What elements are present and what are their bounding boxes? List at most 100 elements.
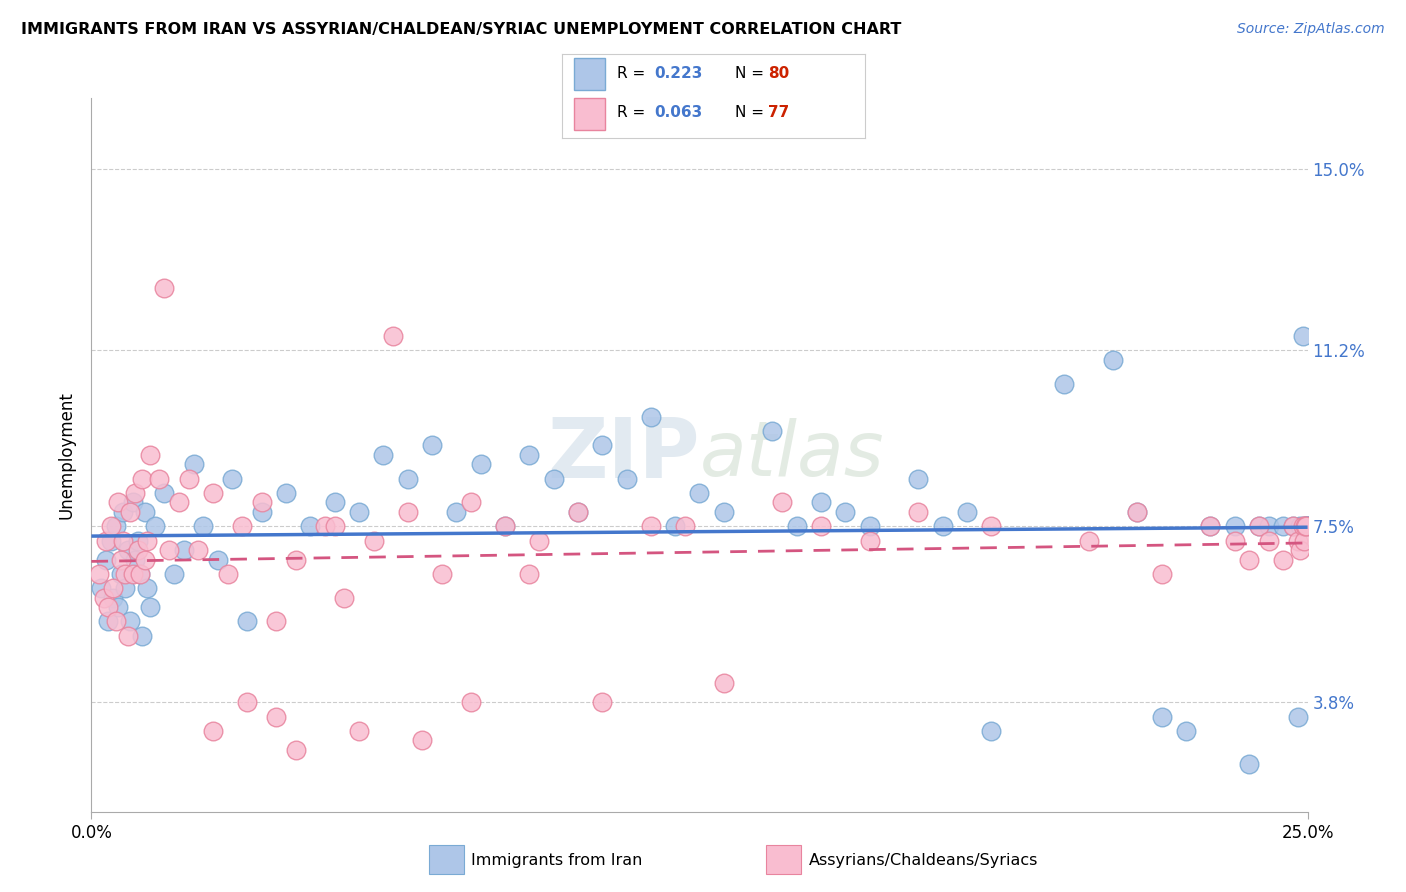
Point — [1150, 566, 1173, 581]
Point — [90, 581, 112, 595]
Point — [1292, 519, 1315, 533]
Point — [956, 505, 979, 519]
Point — [120, 505, 142, 519]
Point — [640, 519, 662, 533]
Point — [103, 581, 125, 595]
Point — [373, 448, 395, 462]
Point — [114, 566, 136, 581]
Point — [124, 552, 146, 566]
Point — [134, 552, 156, 566]
Point — [460, 495, 482, 509]
Point — [104, 615, 127, 629]
Point — [104, 519, 127, 533]
Point — [120, 615, 142, 629]
Point — [250, 495, 273, 509]
Point — [1199, 519, 1222, 533]
Point — [1286, 709, 1309, 723]
Point — [97, 615, 120, 629]
Point — [124, 486, 146, 500]
Point — [143, 519, 166, 533]
Point — [907, 505, 929, 519]
Point — [153, 486, 176, 500]
Text: Immigrants from Iran: Immigrants from Iran — [471, 854, 643, 868]
Point — [396, 505, 419, 519]
Point — [148, 472, 170, 486]
Point — [591, 438, 613, 452]
Point — [1257, 533, 1279, 548]
Text: ZIP: ZIP — [547, 415, 699, 495]
Point — [1296, 519, 1319, 533]
Point — [382, 329, 405, 343]
Point — [117, 543, 139, 558]
Point — [1237, 757, 1260, 772]
Point — [139, 448, 162, 462]
Point — [129, 566, 152, 581]
Point — [1289, 519, 1312, 533]
Point — [107, 495, 129, 509]
Point — [1294, 519, 1316, 533]
Point — [1292, 533, 1315, 548]
Point — [284, 552, 307, 566]
Point — [167, 495, 190, 509]
Point — [284, 743, 307, 757]
Point — [1175, 723, 1198, 738]
Point — [94, 533, 117, 548]
Point — [980, 519, 1002, 533]
Point — [1199, 519, 1222, 533]
Point — [121, 566, 143, 581]
Point — [134, 505, 156, 519]
Bar — [575, 97, 605, 130]
Point — [1102, 352, 1125, 367]
Point — [1296, 519, 1319, 533]
Point — [114, 581, 136, 595]
Point — [1296, 519, 1319, 533]
Point — [363, 533, 385, 548]
Point — [221, 472, 243, 486]
Point — [110, 566, 132, 581]
Point — [1247, 519, 1270, 533]
Point — [136, 533, 159, 548]
Point — [543, 472, 565, 486]
Point — [640, 409, 662, 424]
Point — [1126, 505, 1149, 519]
Point — [1292, 519, 1315, 533]
Point — [834, 505, 856, 519]
Point — [567, 505, 589, 519]
Point — [567, 505, 589, 519]
Text: Source: ZipAtlas.com: Source: ZipAtlas.com — [1237, 22, 1385, 37]
Point — [517, 566, 540, 581]
Text: 77: 77 — [768, 105, 789, 120]
Point — [517, 448, 540, 462]
Point — [420, 438, 443, 452]
Point — [110, 552, 132, 566]
Point — [444, 505, 467, 519]
Y-axis label: Unemployment: Unemployment — [58, 391, 76, 519]
Point — [127, 533, 149, 548]
Point — [97, 600, 120, 615]
Text: IMMIGRANTS FROM IRAN VS ASSYRIAN/CHALDEAN/SYRIAC UNEMPLOYMENT CORRELATION CHART: IMMIGRANTS FROM IRAN VS ASSYRIAN/CHALDEA… — [21, 22, 901, 37]
Text: N =: N = — [735, 105, 769, 120]
Point — [980, 723, 1002, 738]
Point — [299, 519, 322, 533]
Text: N =: N = — [735, 65, 769, 80]
Point — [333, 591, 356, 605]
Point — [314, 519, 336, 533]
Point — [87, 566, 110, 581]
Point — [323, 495, 346, 509]
Text: 80: 80 — [768, 65, 789, 80]
Point — [907, 472, 929, 486]
Point — [411, 733, 433, 747]
Point — [713, 505, 735, 519]
Text: R =: R = — [617, 65, 650, 80]
Point — [1237, 552, 1260, 566]
Point — [129, 566, 152, 581]
Point — [131, 472, 153, 486]
Point — [1257, 519, 1279, 533]
Text: 0.063: 0.063 — [655, 105, 703, 120]
Point — [494, 519, 516, 533]
Point — [1286, 533, 1309, 548]
Point — [460, 695, 482, 709]
Text: R =: R = — [617, 105, 650, 120]
Point — [859, 533, 882, 548]
Point — [1295, 519, 1317, 533]
